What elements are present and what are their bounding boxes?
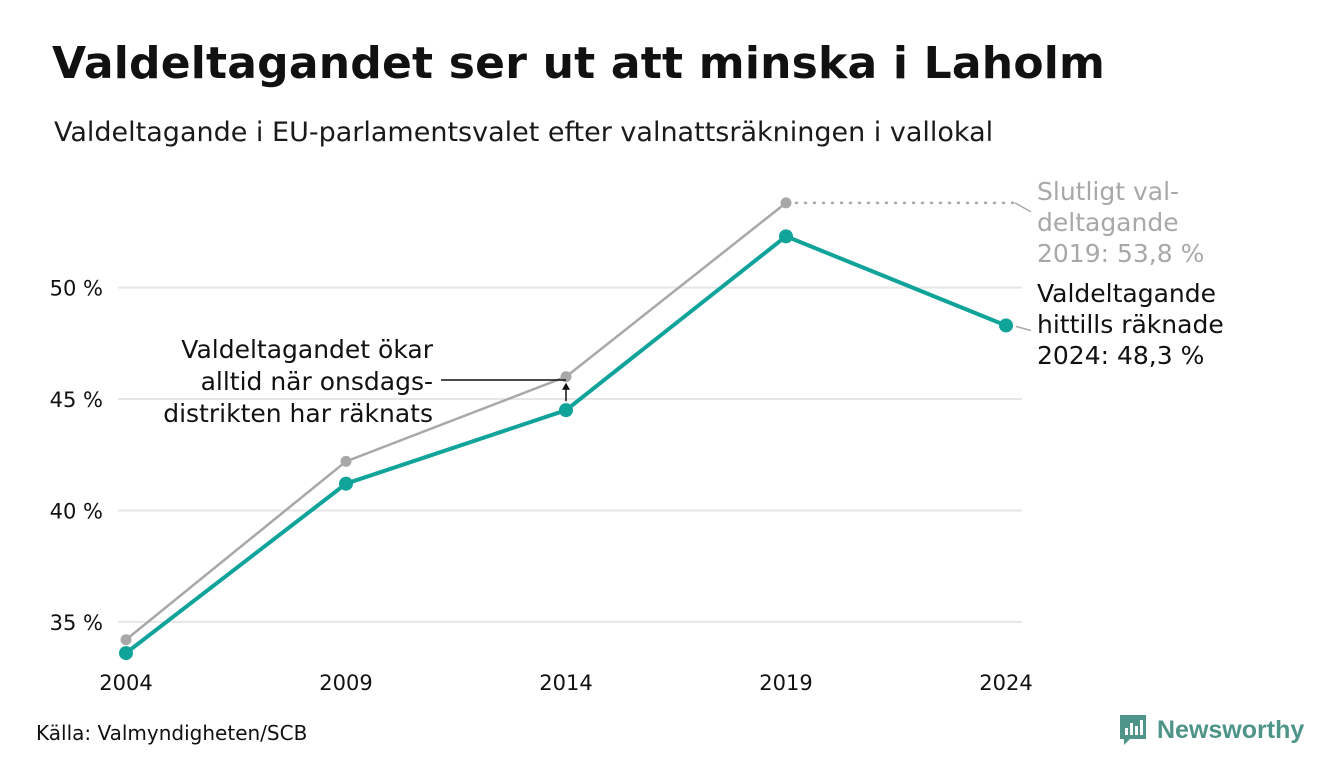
point-final (780, 197, 792, 209)
y-tick-label: 40 % (50, 499, 103, 523)
note-arrow-head (562, 382, 570, 390)
chart-title: Valdeltagandet ser ut att minska i Lahol… (52, 38, 1106, 89)
annotation-note: alltid när onsdags- (201, 367, 433, 396)
brand-logo: Newsworthy (1118, 713, 1304, 747)
preliminary-label: 2024: 48,3 % (1037, 341, 1204, 370)
final-label-leader (1014, 202, 1032, 213)
x-tick-label: 2019 (759, 671, 812, 695)
point-preliminary (779, 229, 793, 244)
x-tick-label: 2004 (99, 671, 152, 695)
y-tick-label: 50 % (50, 277, 103, 301)
y-tick-label: 45 % (50, 388, 103, 412)
point-final (340, 455, 352, 467)
final-label: deltagande (1037, 208, 1179, 237)
point-preliminary (119, 646, 133, 661)
x-tick-label: 2024 (979, 671, 1032, 695)
series-line-preliminary (124, 234, 1007, 655)
final-label: 2019: 53,8 % (1037, 239, 1204, 268)
point-final (120, 634, 132, 646)
preliminary-label-leader (1015, 325, 1032, 332)
x-tick-label: 2009 (319, 671, 372, 695)
point-preliminary (339, 476, 353, 491)
preliminary-label: hittills räknade (1037, 310, 1224, 339)
brand-name: Newsworthy (1157, 715, 1305, 744)
final-label: Slutligt val- (1037, 177, 1179, 206)
point-preliminary (559, 403, 573, 418)
annotation-note: distrikten har räknats (163, 399, 433, 428)
newsworthy-logo-icon (1120, 715, 1146, 745)
x-tick-label: 2014 (539, 671, 592, 695)
y-tick-label: 35 % (50, 611, 103, 635)
point-preliminary (999, 318, 1013, 333)
annotation-note: Valdeltagandet ökar (181, 335, 433, 364)
preliminary-label: Valdeltagande (1037, 279, 1216, 308)
chart-subtitle: Valdeltagande i EU-parlamentsvalet efter… (54, 117, 994, 148)
series-line-final (125, 201, 787, 641)
line-chart: 35 % 40 % 45 % 50 % 2004 2009 2014 2019 2024 Slut… (50, 177, 1224, 695)
source-note: Källa: Valmyndigheten/SCB (36, 721, 308, 745)
